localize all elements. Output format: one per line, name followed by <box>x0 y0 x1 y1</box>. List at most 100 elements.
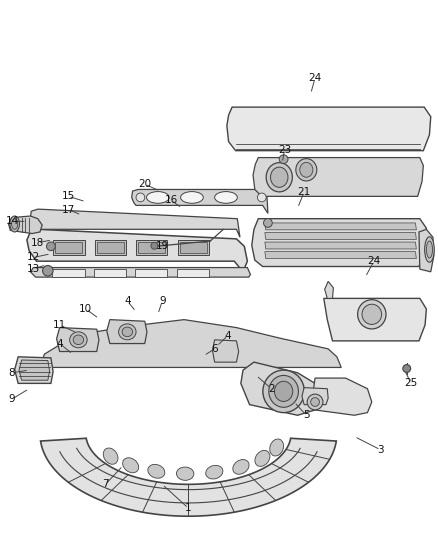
Ellipse shape <box>103 448 118 464</box>
Polygon shape <box>253 158 424 196</box>
Polygon shape <box>419 229 434 272</box>
Polygon shape <box>302 387 328 405</box>
Ellipse shape <box>147 191 169 203</box>
Polygon shape <box>9 216 42 233</box>
Polygon shape <box>177 240 209 255</box>
Circle shape <box>136 193 145 202</box>
Text: 18: 18 <box>31 238 44 248</box>
Ellipse shape <box>271 167 288 187</box>
Text: 10: 10 <box>79 304 92 314</box>
Ellipse shape <box>270 439 283 456</box>
Polygon shape <box>94 269 126 277</box>
Polygon shape <box>107 320 147 344</box>
Polygon shape <box>252 219 426 266</box>
Text: 23: 23 <box>278 144 291 155</box>
Polygon shape <box>30 268 251 277</box>
Polygon shape <box>57 328 99 351</box>
Text: 5: 5 <box>303 410 310 420</box>
Polygon shape <box>52 269 85 277</box>
Text: 24: 24 <box>367 256 381 266</box>
Polygon shape <box>136 240 167 255</box>
Ellipse shape <box>357 300 386 329</box>
Polygon shape <box>135 269 167 277</box>
Ellipse shape <box>12 219 18 229</box>
Text: 20: 20 <box>138 179 152 189</box>
Circle shape <box>151 243 158 249</box>
Ellipse shape <box>426 241 432 258</box>
Polygon shape <box>212 340 239 362</box>
Text: 7: 7 <box>102 479 109 489</box>
Ellipse shape <box>362 304 381 325</box>
Polygon shape <box>325 281 333 298</box>
Text: 16: 16 <box>164 195 177 205</box>
Ellipse shape <box>177 467 194 480</box>
Ellipse shape <box>123 458 139 473</box>
Text: 14: 14 <box>6 216 20 227</box>
Ellipse shape <box>296 159 317 181</box>
Polygon shape <box>55 241 82 253</box>
Text: 11: 11 <box>53 320 66 330</box>
Circle shape <box>279 155 288 164</box>
Text: 9: 9 <box>159 296 166 306</box>
Text: 15: 15 <box>62 191 75 201</box>
Circle shape <box>46 242 55 251</box>
Ellipse shape <box>263 370 304 413</box>
Polygon shape <box>27 229 247 272</box>
Polygon shape <box>177 269 209 277</box>
Circle shape <box>42 265 53 276</box>
Ellipse shape <box>70 332 87 348</box>
Ellipse shape <box>269 375 298 407</box>
Polygon shape <box>138 241 165 253</box>
Polygon shape <box>265 242 417 249</box>
Ellipse shape <box>300 163 313 177</box>
Polygon shape <box>40 320 341 367</box>
Text: 2: 2 <box>268 384 275 394</box>
Circle shape <box>307 394 323 410</box>
Polygon shape <box>227 107 431 151</box>
Text: 9: 9 <box>8 394 15 405</box>
Ellipse shape <box>119 324 136 340</box>
Text: 8: 8 <box>8 368 15 378</box>
Ellipse shape <box>215 191 237 203</box>
Polygon shape <box>265 232 417 239</box>
Text: 6: 6 <box>211 344 218 354</box>
Polygon shape <box>180 241 207 253</box>
Ellipse shape <box>122 327 133 337</box>
Circle shape <box>264 219 272 227</box>
Ellipse shape <box>275 381 293 401</box>
Ellipse shape <box>180 191 203 203</box>
Text: 12: 12 <box>27 253 40 262</box>
Text: 24: 24 <box>308 73 321 83</box>
Polygon shape <box>41 438 336 516</box>
Polygon shape <box>14 357 53 383</box>
Ellipse shape <box>148 464 165 478</box>
Polygon shape <box>97 241 124 253</box>
Polygon shape <box>53 240 85 255</box>
Ellipse shape <box>255 450 270 466</box>
Circle shape <box>403 365 411 373</box>
Polygon shape <box>324 298 426 341</box>
Polygon shape <box>241 362 319 415</box>
Text: 13: 13 <box>27 264 40 273</box>
Text: 19: 19 <box>155 241 169 252</box>
Text: 17: 17 <box>62 205 75 215</box>
Polygon shape <box>30 209 240 237</box>
Text: 4: 4 <box>124 296 131 306</box>
Polygon shape <box>19 360 49 380</box>
Ellipse shape <box>233 459 249 474</box>
Circle shape <box>258 193 266 202</box>
Text: 1: 1 <box>185 503 192 513</box>
Polygon shape <box>95 240 126 255</box>
Text: 25: 25 <box>404 378 418 389</box>
Ellipse shape <box>425 237 434 262</box>
Ellipse shape <box>73 335 84 345</box>
Polygon shape <box>265 223 417 230</box>
Polygon shape <box>132 189 268 213</box>
Text: 4: 4 <box>57 338 63 349</box>
Circle shape <box>311 398 319 406</box>
Polygon shape <box>313 378 372 415</box>
Text: 4: 4 <box>224 330 231 341</box>
Text: 3: 3 <box>377 445 384 455</box>
Ellipse shape <box>206 465 223 479</box>
Ellipse shape <box>266 163 292 192</box>
